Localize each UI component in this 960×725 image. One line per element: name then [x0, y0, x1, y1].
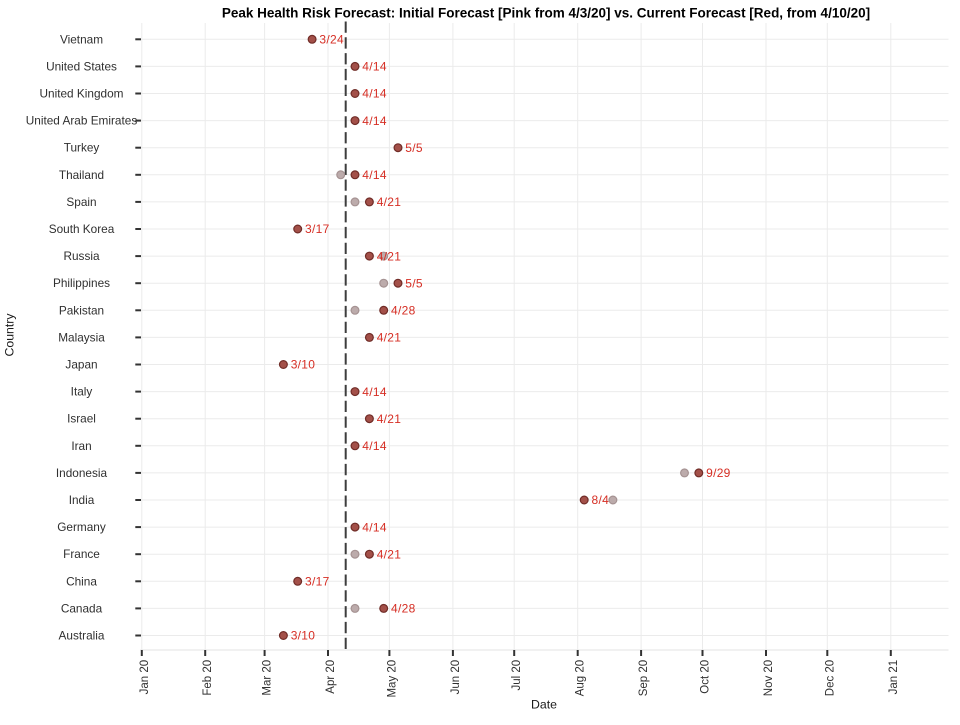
svg-text:3/24: 3/24 [319, 33, 344, 47]
svg-text:4/14: 4/14 [362, 168, 387, 182]
svg-text:United Arab Emirates: United Arab Emirates [26, 114, 138, 128]
svg-text:Turkey: Turkey [64, 141, 100, 155]
svg-text:4/28: 4/28 [391, 304, 416, 318]
svg-text:5/5: 5/5 [405, 141, 423, 155]
svg-text:Apr 20: Apr 20 [325, 660, 337, 694]
svg-text:3/17: 3/17 [305, 222, 330, 236]
svg-text:Iran: Iran [71, 439, 91, 453]
svg-text:4/21: 4/21 [377, 249, 402, 263]
svg-text:Oct 20: Oct 20 [700, 660, 712, 694]
svg-text:Jan 21: Jan 21 [888, 660, 900, 695]
svg-text:United States: United States [46, 59, 117, 73]
svg-text:Israel: Israel [67, 412, 96, 426]
svg-text:Aug 20: Aug 20 [575, 660, 587, 696]
svg-text:Russia: Russia [63, 249, 99, 263]
svg-text:3/17: 3/17 [305, 575, 330, 589]
svg-text:South Korea: South Korea [49, 222, 115, 236]
svg-text:Country: Country [3, 313, 17, 357]
svg-text:Feb 20: Feb 20 [202, 660, 214, 696]
svg-text:Vietnam: Vietnam [60, 32, 103, 46]
svg-text:3/10: 3/10 [291, 358, 316, 372]
svg-text:Italy: Italy [71, 385, 93, 399]
svg-text:4/14: 4/14 [362, 87, 387, 101]
svg-text:Jan 20: Jan 20 [139, 660, 151, 695]
svg-text:4/21: 4/21 [377, 195, 402, 209]
svg-text:Thailand: Thailand [59, 168, 104, 182]
svg-text:Malaysia: Malaysia [58, 330, 105, 344]
svg-text:Mar 20: Mar 20 [262, 660, 274, 696]
svg-text:Spain: Spain [66, 195, 96, 209]
svg-text:4/14: 4/14 [362, 114, 387, 128]
svg-text:Indonesia: Indonesia [56, 466, 108, 480]
svg-text:4/21: 4/21 [377, 412, 402, 426]
svg-text:5/5: 5/5 [405, 276, 423, 290]
svg-text:9/29: 9/29 [706, 466, 731, 480]
svg-text:India: India [69, 493, 95, 507]
svg-text:4/14: 4/14 [362, 520, 387, 534]
svg-text:Nov 20: Nov 20 [763, 660, 775, 696]
svg-text:8/4: 8/4 [592, 493, 610, 507]
svg-text:3/10: 3/10 [291, 629, 316, 643]
svg-text:4/28: 4/28 [391, 602, 416, 616]
svg-text:Philippines: Philippines [53, 276, 110, 290]
svg-text:May 20: May 20 [386, 660, 398, 698]
svg-text:Japan: Japan [65, 358, 97, 372]
svg-text:Germany: Germany [57, 520, 106, 534]
svg-text:Jul 20: Jul 20 [511, 660, 523, 691]
svg-text:France: France [63, 547, 100, 561]
svg-text:Dec 20: Dec 20 [824, 660, 836, 696]
svg-text:Jun 20: Jun 20 [450, 660, 462, 695]
svg-text:4/21: 4/21 [377, 331, 402, 345]
svg-text:United Kingdom: United Kingdom [40, 87, 124, 101]
svg-text:Sep 20: Sep 20 [638, 660, 650, 696]
svg-text:Date: Date [531, 698, 557, 712]
svg-text:4/14: 4/14 [362, 60, 387, 74]
svg-text:4/14: 4/14 [362, 385, 387, 399]
svg-text:Pakistan: Pakistan [59, 303, 104, 317]
svg-text:4/21: 4/21 [377, 547, 402, 561]
svg-text:China: China [66, 574, 97, 588]
svg-text:Australia: Australia [59, 629, 105, 643]
svg-text:Canada: Canada [61, 601, 103, 615]
svg-text:4/14: 4/14 [362, 439, 387, 453]
svg-text:Peak Health Risk Forecast: Ini: Peak Health Risk Forecast: Initial Forec… [222, 6, 870, 21]
